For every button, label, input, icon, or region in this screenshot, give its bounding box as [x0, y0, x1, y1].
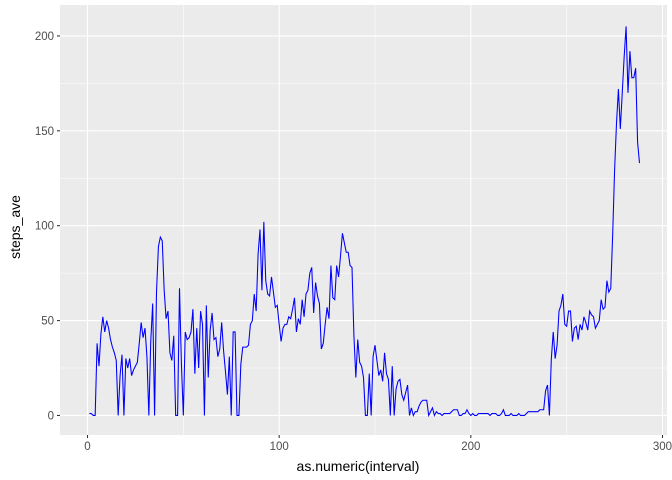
x-axis-ticks: 0 100 200 300 [84, 435, 672, 453]
x-tick-label: 0 [84, 441, 90, 453]
y-tick-label: 150 [35, 126, 54, 138]
y-tick-label: 100 [35, 221, 54, 233]
y-tick-label: 200 [35, 31, 54, 43]
y-tick-label: 50 [41, 316, 54, 328]
y-axis-title: steps_ave [7, 195, 23, 259]
x-tick-label: 100 [270, 441, 289, 453]
x-axis-title: as.numeric(interval) [297, 458, 420, 474]
major-gridlines [60, 5, 667, 435]
minor-gridlines [60, 5, 667, 435]
y-axis-ticks: 0 50 100 150 200 [35, 31, 60, 422]
y-tick-label: 0 [48, 410, 54, 422]
plot-panel [60, 5, 667, 435]
x-tick-label: 300 [653, 441, 672, 453]
steps-ave-line [89, 26, 641, 418]
x-tick-label: 200 [461, 441, 480, 453]
